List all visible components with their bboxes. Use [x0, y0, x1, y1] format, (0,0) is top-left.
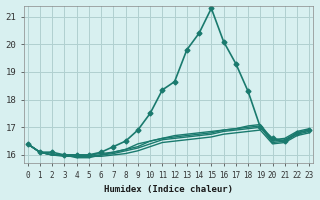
- X-axis label: Humidex (Indice chaleur): Humidex (Indice chaleur): [104, 185, 233, 194]
